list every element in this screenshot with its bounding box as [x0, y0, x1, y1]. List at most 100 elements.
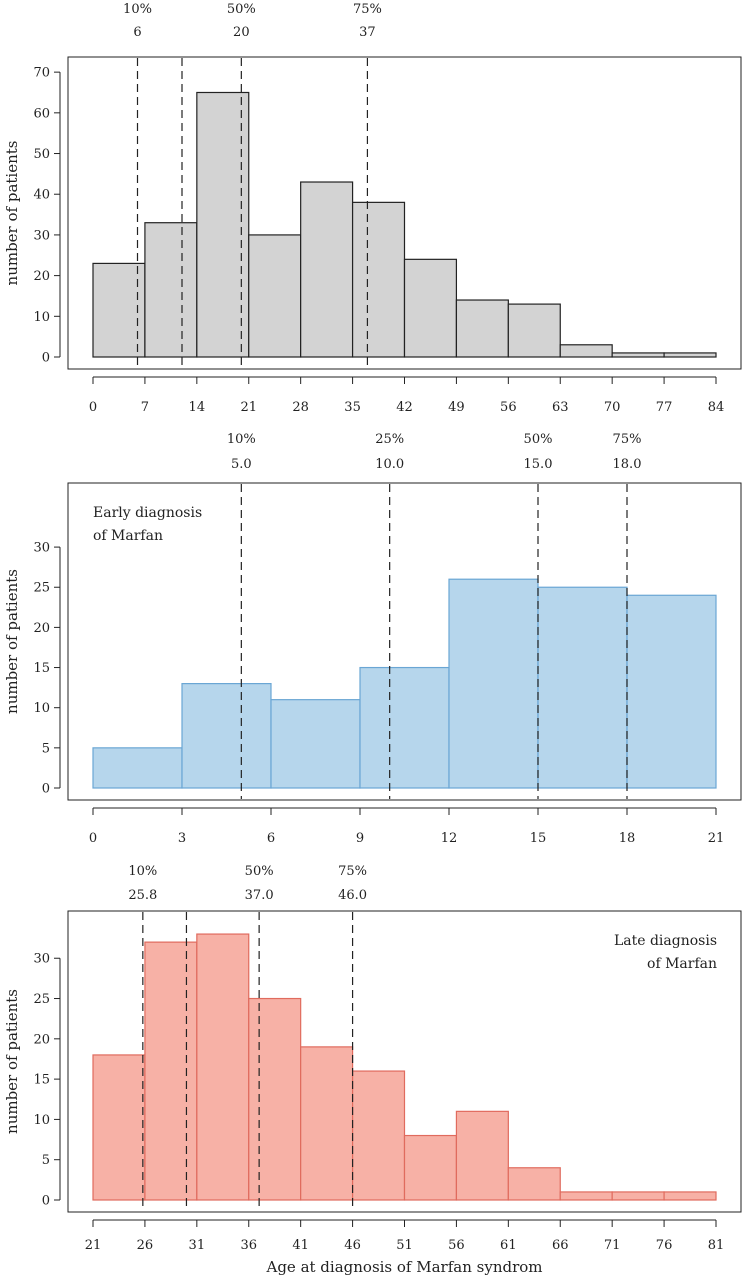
- x-tick-label: 41: [292, 1238, 309, 1253]
- x-tick-label: 36: [240, 1238, 257, 1253]
- x-tick-label: 9: [356, 831, 364, 846]
- histogram-bar: [92, 1054, 146, 1201]
- x-tick-label: 12: [441, 831, 458, 846]
- x-tick-label: 26: [137, 1238, 154, 1253]
- chart-panel-3: 0 5 10 15 20 25 30 21 26 31 36 41 46 51 56 61 66 71 76 81 nu…: [3, 864, 742, 1276]
- histogram-bar: [448, 578, 539, 789]
- y-tick-label: 10: [33, 701, 50, 716]
- x-tick-label: 70: [604, 400, 621, 415]
- histogram-bar: [663, 1191, 717, 1201]
- y-tick-label: 25: [33, 581, 50, 596]
- quantile-percent-label: 75%: [353, 2, 382, 17]
- histogram-bar: [144, 941, 198, 1201]
- quantile-value-label: 46.0: [338, 888, 367, 903]
- y-tick-label: 60: [33, 106, 50, 121]
- plot-frame: [67, 56, 742, 370]
- x-tick-label: 7: [141, 400, 149, 415]
- y-tick-label: 0: [42, 1194, 50, 1209]
- x-tick-label: 0: [89, 400, 97, 415]
- histogram-bar: [507, 1167, 561, 1201]
- quantile-percent-label: 50%: [524, 432, 553, 447]
- plot-frame: [67, 910, 742, 1213]
- x-tick-label: 51: [396, 1238, 413, 1253]
- quantile-value-label: 37: [359, 25, 376, 40]
- x-tick-label: 28: [292, 400, 309, 415]
- quantile-percent-label: 75%: [338, 864, 367, 879]
- histogram-bar: [144, 222, 198, 358]
- x-tick-label: 14: [189, 400, 206, 415]
- x-tick-label: 71: [604, 1238, 621, 1253]
- x-tick-label: 81: [708, 1238, 725, 1253]
- quantile-value-label: 37.0: [245, 888, 274, 903]
- y-tick-label: 30: [33, 228, 50, 243]
- quantile-value-label: 25.8: [128, 888, 157, 903]
- histogram-bar: [611, 1191, 665, 1201]
- histogram-bar: [270, 699, 361, 789]
- y-tick-label: 0: [42, 782, 50, 797]
- x-tick-label: 15: [530, 831, 547, 846]
- histogram-bar: [181, 683, 272, 789]
- x-tick-label: 56: [448, 1238, 465, 1253]
- histogram-bar: [626, 594, 717, 789]
- y-tick-label: 20: [33, 1032, 50, 1047]
- histogram-bar: [455, 299, 509, 358]
- y-tick-label: 50: [33, 147, 50, 162]
- x-tick-label: 21: [85, 1238, 102, 1253]
- histogram-bar: [455, 1110, 509, 1201]
- quantile-percent-label: 50%: [245, 864, 274, 879]
- panel-annotation: of Marfan: [647, 956, 717, 972]
- y-axis-title: number of patients: [3, 569, 21, 714]
- x-tick-label: 18: [619, 831, 636, 846]
- y-tick-label: 15: [33, 661, 50, 676]
- quantile-value-label: 6: [133, 25, 141, 40]
- x-tick-label: 76: [656, 1238, 673, 1253]
- x-tick-label: 31: [189, 1238, 206, 1253]
- chart-panel-1: 0 10 20 30 40 50 60 70 0 7 14 21 28 35 42 49 56 63 70 77 84 n…: [3, 2, 742, 415]
- histogram-bar: [537, 586, 628, 789]
- histogram-bar: [351, 201, 406, 358]
- histogram-bar: [403, 258, 458, 358]
- y-tick-label: 20: [33, 621, 50, 636]
- y-tick-label: 20: [33, 269, 50, 284]
- quantile-value-label: 10.0: [375, 457, 404, 472]
- histogram-bar: [351, 1070, 406, 1201]
- x-tick-label: 6: [267, 831, 275, 846]
- histogram-bar: [196, 933, 250, 1201]
- y-tick-label: 0: [42, 351, 50, 366]
- x-tick-label: 46: [344, 1238, 361, 1253]
- quantile-value-label: 15.0: [524, 457, 553, 472]
- x-tick-label: 21: [240, 400, 257, 415]
- quantile-value-label: 18.0: [613, 457, 642, 472]
- quantile-value-label: 20: [233, 25, 250, 40]
- y-tick-label: 15: [33, 1073, 50, 1088]
- x-tick-label: 0: [89, 831, 97, 846]
- histogram-bar: [300, 1046, 354, 1201]
- histogram-bar: [559, 344, 613, 358]
- x-tick-label: 56: [500, 400, 517, 415]
- y-tick-label: 40: [33, 188, 50, 203]
- histogram-bar: [92, 747, 183, 789]
- histogram-bar: [663, 352, 717, 358]
- x-tick-label: 61: [500, 1238, 517, 1253]
- histogram-bar: [507, 303, 561, 358]
- histogram-bar: [248, 997, 302, 1201]
- panel-annotation: of Marfan: [93, 528, 163, 544]
- x-tick-label: 66: [552, 1238, 569, 1253]
- x-tick-label: 21: [708, 831, 725, 846]
- panel-annotation: Early diagnosis: [93, 505, 202, 521]
- quantile-percent-label: 10%: [123, 2, 152, 17]
- x-tick-label: 49: [448, 400, 465, 415]
- x-tick-label: 77: [656, 400, 673, 415]
- quantile-percent-label: 10%: [128, 864, 157, 879]
- histogram-bar: [611, 352, 665, 358]
- chart-panel-2: 0 5 10 15 20 25 30 0 3 6 9 12 15 18 21 number of patien…: [3, 432, 742, 846]
- x-tick-label: 63: [552, 400, 569, 415]
- panel-annotation: Late diagnosis: [614, 933, 717, 949]
- plot-frame: [67, 482, 742, 801]
- quantile-percent-label: 75%: [613, 432, 642, 447]
- x-tick-label: 3: [178, 831, 186, 846]
- histogram-bar: [248, 234, 302, 358]
- y-tick-label: 5: [42, 1153, 50, 1168]
- y-tick-label: 30: [33, 952, 50, 967]
